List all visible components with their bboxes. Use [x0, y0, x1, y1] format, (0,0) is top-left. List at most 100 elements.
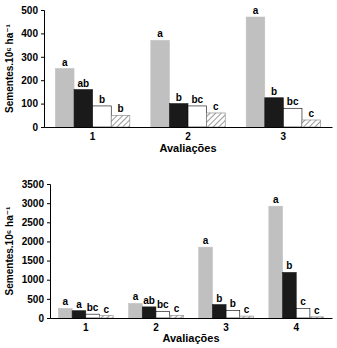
letter-label: ab [143, 295, 155, 306]
y-axis-title: Sementes.10⁶ ha⁻¹ [4, 23, 15, 112]
bar [302, 120, 321, 127]
y-tick-label: 500 [27, 294, 44, 305]
x-tick-label: 3 [223, 322, 229, 333]
x-tick: 3 [281, 127, 287, 142]
y-tick-label: 2500 [22, 217, 45, 228]
bars [58, 206, 323, 318]
bar [265, 98, 284, 127]
x-axis: 123 [45, 127, 333, 142]
letter-label: bc [87, 302, 99, 313]
y-tick-mark [47, 241, 50, 242]
x-tick-label: 3 [281, 131, 287, 142]
letter-label: b [230, 298, 236, 309]
bar [199, 247, 213, 318]
chart: 0100200300400500123aaaabbbbbcbcbccAvalia… [4, 5, 333, 154]
letter-label: bc [287, 96, 299, 107]
bar [169, 104, 188, 127]
y-tick-mark [47, 318, 50, 319]
x-axis-line [51, 318, 333, 319]
y-tick-label: 1500 [22, 255, 45, 266]
bar [170, 315, 184, 318]
x-tick: 4 [293, 318, 299, 333]
letter-label: b [216, 293, 222, 304]
bar [93, 106, 112, 127]
bar [269, 206, 283, 318]
bar [74, 90, 93, 127]
bar [296, 308, 310, 318]
bar [283, 108, 302, 127]
letter-label: c [174, 303, 180, 314]
letter-label: b [271, 86, 277, 97]
letter-label: c [308, 108, 314, 119]
y-tick: 400 [21, 28, 44, 39]
letter-label: a [133, 291, 139, 302]
bar [86, 314, 100, 318]
bar [207, 113, 226, 127]
y-tick-mark [41, 10, 44, 11]
letter-label: c [300, 296, 306, 307]
letter-label: a [273, 194, 279, 205]
y-tick-mark [47, 203, 50, 204]
x-tick-label: 2 [185, 131, 191, 142]
y-tick-mark [41, 57, 44, 58]
bar [58, 308, 72, 318]
letter-label: a [253, 5, 259, 16]
x-axis-line [45, 127, 333, 128]
y-tick-label: 2000 [22, 236, 45, 247]
bar [212, 305, 226, 318]
x-tick: 3 [223, 318, 229, 333]
y-tick: 200 [21, 75, 44, 86]
y-tick: 300 [21, 52, 44, 63]
letter-label: ab [78, 78, 90, 89]
figure: 0100200300400500123aaaabbbbbcbcbccAvalia… [0, 0, 337, 348]
bar [142, 307, 156, 318]
x-tick: 1 [83, 318, 89, 333]
letter-label: a [62, 57, 68, 68]
x-axis-title: Avaliações [159, 142, 216, 154]
bars [55, 17, 320, 127]
y-tick: 3000 [22, 198, 50, 209]
y-tick: 0 [38, 313, 50, 324]
letter-label: c [314, 305, 320, 316]
y-tick-mark [47, 184, 50, 185]
bar [55, 69, 74, 128]
y-axis: 0 500 1000 1500 2000 2500 3000 3500 [22, 179, 51, 324]
letter-label: b [176, 92, 182, 103]
y-tick: 0 [32, 122, 44, 133]
bar [151, 40, 170, 127]
y-axis-line [47, 185, 51, 319]
bar [283, 272, 297, 318]
bar [156, 311, 170, 318]
letter-label: b [286, 260, 292, 271]
y-axis-title: Sementes.10⁶ ha⁻¹ [4, 206, 15, 295]
bar [246, 17, 265, 127]
letter-label: b [117, 103, 123, 114]
x-tick-label: 1 [83, 322, 89, 333]
letter-label: a [157, 28, 163, 39]
y-tick-mark [47, 261, 50, 262]
y-tick: 3500 [22, 179, 50, 190]
y-tick-label: 500 [21, 5, 38, 16]
letter-label: c [104, 304, 110, 315]
y-tick-mark [47, 280, 50, 281]
y-tick: 2000 [22, 236, 50, 247]
x-axis-title: Avaliações [162, 332, 219, 344]
letter-label: a [203, 235, 209, 246]
y-tick-mark [41, 80, 44, 81]
y-tick-mark [41, 33, 44, 34]
bar [240, 316, 254, 318]
y-tick-label: 3500 [22, 179, 45, 190]
y-tick-label: 1000 [22, 274, 45, 285]
y-tick: 2500 [22, 217, 50, 228]
y-tick-label: 200 [21, 75, 38, 86]
y-tick-label: 0 [38, 313, 44, 324]
y-tick-mark [47, 222, 50, 223]
bar [72, 311, 86, 318]
y-tick-mark [41, 127, 44, 128]
y-tick: 1500 [22, 255, 50, 266]
letter-label: a [76, 299, 82, 310]
y-tick: 500 [27, 294, 50, 305]
letter-label: b [99, 94, 105, 105]
x-tick-label: 4 [293, 322, 299, 333]
bar [129, 303, 143, 318]
